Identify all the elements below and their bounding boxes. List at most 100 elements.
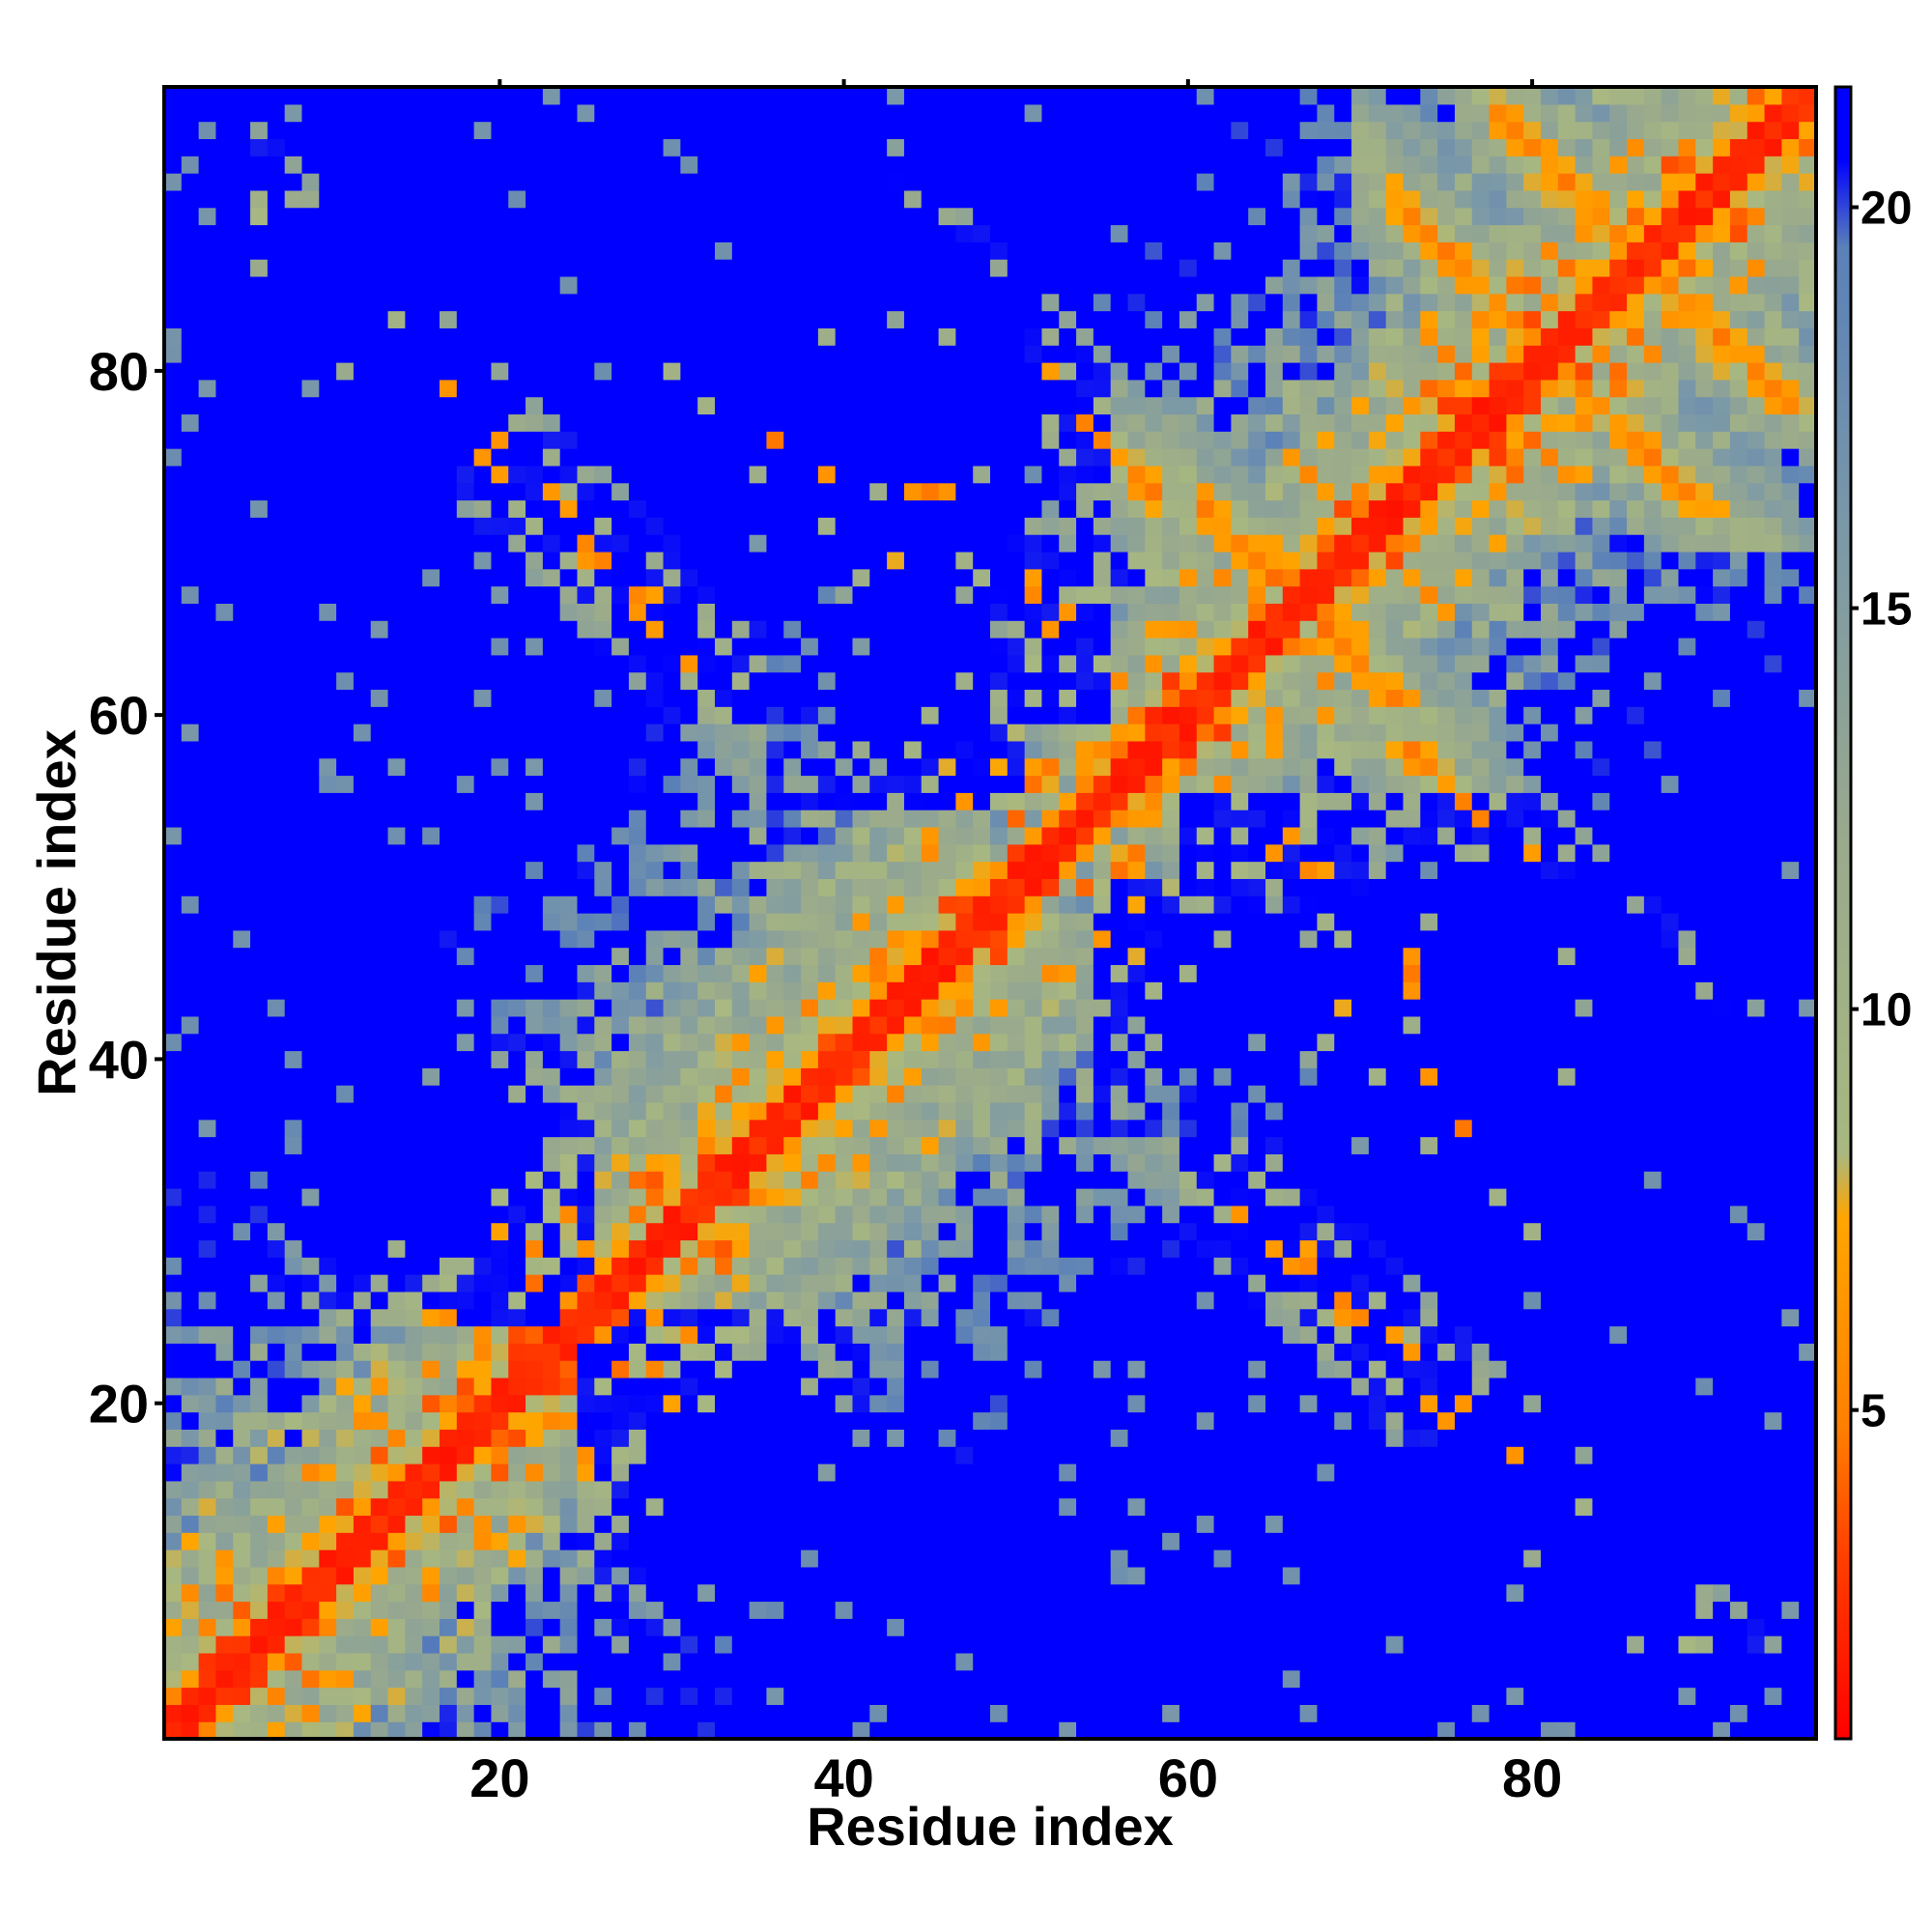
heatmap-cell: [559, 1325, 579, 1344]
heatmap-cell: [749, 1291, 768, 1310]
heatmap-cell: [559, 929, 579, 949]
heatmap-cell: [697, 895, 716, 914]
heatmap-cell: [301, 1515, 320, 1533]
heatmap-cell: [1024, 224, 1043, 242]
heatmap-cell: [1041, 1188, 1060, 1207]
heatmap-cell: [577, 293, 595, 312]
heatmap-cell: [336, 964, 355, 982]
heatmap-cell: [921, 706, 940, 724]
heatmap-cell: [852, 1704, 870, 1722]
heatmap-cell: [284, 1033, 303, 1052]
heatmap-cell: [921, 482, 940, 501]
heatmap-cell: [783, 689, 802, 707]
heatmap-cell: [284, 1515, 303, 1533]
heatmap-cell: [215, 740, 234, 759]
heatmap-cell: [697, 1532, 716, 1550]
heatmap-cell: [353, 482, 372, 501]
heatmap-cell: [215, 1325, 234, 1344]
heatmap-cell: [680, 603, 698, 621]
heatmap-cell: [801, 379, 819, 398]
heatmap-cell: [749, 345, 768, 363]
heatmap-cell: [1007, 1171, 1026, 1189]
heatmap-cell: [233, 103, 251, 123]
heatmap-cell: [921, 826, 940, 845]
heatmap-cell: [267, 1257, 286, 1275]
heatmap-cell: [405, 620, 423, 639]
heatmap-cell: [887, 1360, 905, 1378]
heatmap-cell: [783, 1015, 802, 1035]
heatmap-cell: [508, 724, 526, 742]
heatmap-cell: [508, 861, 526, 879]
heatmap-cell: [491, 913, 509, 931]
heatmap-cell: [835, 242, 854, 260]
heatmap-cell: [835, 465, 854, 484]
heatmap-cell: [817, 1635, 837, 1654]
heatmap-cell: [766, 224, 784, 242]
heatmap-cell: [887, 1618, 905, 1636]
heatmap-cell: [611, 259, 630, 277]
heatmap-cell: [1024, 1343, 1043, 1361]
heatmap-cell: [559, 1515, 579, 1533]
heatmap-cell: [319, 1446, 337, 1464]
heatmap-cell: [663, 861, 681, 879]
heatmap-cell: [731, 1377, 751, 1396]
heatmap-cell: [680, 1257, 698, 1275]
heatmap-cell: [645, 1257, 665, 1275]
heatmap-cell: [973, 1515, 991, 1533]
heatmap-cell: [766, 362, 784, 381]
heatmap-cell: [594, 1721, 612, 1740]
heatmap-cell: [663, 1291, 681, 1310]
heatmap-cell: [835, 1101, 854, 1121]
heatmap-cell: [181, 981, 200, 1000]
heatmap-cell: [715, 1394, 733, 1413]
heatmap-cell: [301, 1669, 320, 1689]
heatmap-cell: [267, 1360, 286, 1378]
heatmap-cell: [198, 1635, 217, 1654]
heatmap-cell: [594, 1549, 612, 1568]
heatmap-cell: [611, 1308, 630, 1327]
heatmap-cell: [250, 999, 269, 1017]
heatmap-cell: [801, 1669, 819, 1689]
heatmap-cell: [198, 1377, 217, 1396]
heatmap-cell: [440, 207, 458, 226]
heatmap-cell: [422, 1085, 440, 1103]
heatmap-cell: [783, 224, 802, 242]
heatmap-cell: [319, 396, 337, 415]
heatmap-cell: [921, 1601, 940, 1619]
heatmap-cell: [284, 189, 303, 209]
heatmap-cell: [817, 275, 837, 295]
heatmap-cell: [628, 1153, 647, 1172]
heatmap-cell: [1007, 1033, 1026, 1052]
heatmap-cell: [973, 1446, 991, 1464]
heatmap-cell: [250, 1601, 269, 1619]
heatmap-cell: [440, 534, 458, 553]
heatmap-cell: [233, 638, 251, 656]
heatmap-cell: [766, 913, 784, 931]
heatmap-cell: [198, 1153, 217, 1172]
heatmap-cell: [1024, 1222, 1043, 1241]
heatmap-cell: [215, 1171, 234, 1189]
heatmap-cell: [1007, 1721, 1026, 1740]
heatmap-cell: [577, 327, 595, 346]
heatmap-cell: [697, 362, 716, 381]
heatmap-cell: [181, 1257, 200, 1275]
heatmap-cell: [903, 964, 923, 982]
heatmap-cell: [663, 224, 681, 242]
heatmap-cell: [594, 843, 612, 863]
heatmap-cell: [938, 757, 956, 777]
heatmap-cell: [852, 1480, 870, 1499]
heatmap-cell: [921, 1411, 940, 1430]
heatmap-cell: [645, 1446, 665, 1464]
heatmap-cell: [749, 964, 768, 982]
heatmap-cell: [473, 224, 493, 242]
heatmap-cell: [164, 1085, 183, 1103]
heatmap-cell: [938, 1618, 956, 1636]
heatmap-cell: [456, 1274, 475, 1293]
heatmap-cell: [663, 465, 681, 484]
heatmap-cell: [198, 1583, 217, 1603]
heatmap-cell: [869, 843, 888, 863]
heatmap-cell: [473, 964, 493, 982]
heatmap-cell: [783, 810, 802, 828]
heatmap-cell: [198, 999, 217, 1017]
heatmap-cell: [336, 1618, 355, 1636]
